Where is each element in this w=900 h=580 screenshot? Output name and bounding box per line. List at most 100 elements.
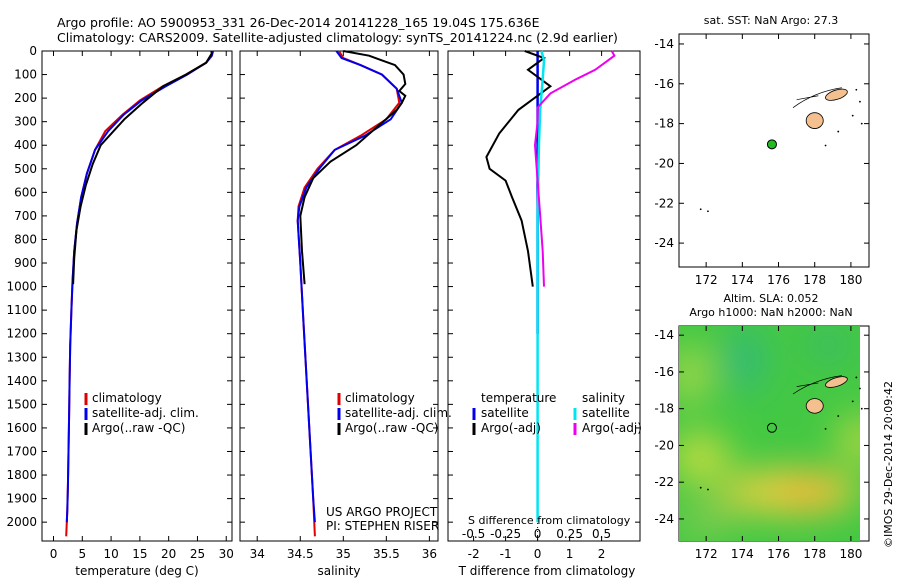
sla-map-title2: Argo h1000: NaN h2000: NaN [689, 306, 852, 319]
sst-map: -14 -16 -18 -20 -22 -24 172 174 176 178 180 [654, 34, 869, 287]
x-tick-label: 35 [336, 547, 351, 561]
series-line-temperature-argo-adj- [485, 50, 553, 287]
map-x-tick-label: 174 [731, 547, 754, 561]
map-x-tick-label: 176 [767, 547, 790, 561]
map-y-tick-label: -16 [654, 77, 674, 91]
diff-legend-t-sat: satellite [481, 406, 529, 420]
s-diff-tick-label: 0.25 [556, 527, 583, 541]
x-tick-label: 2 [598, 547, 606, 561]
x-tick-label: 0 [534, 547, 542, 561]
island-dot [860, 122, 863, 125]
reef-outline [792, 87, 842, 108]
temp-xlabel: temperature (deg C) [75, 564, 198, 578]
x-tick-label: 30 [219, 547, 234, 561]
diff-series [485, 50, 616, 523]
map-y-tick-label: -16 [654, 365, 674, 379]
sst-map-frame [678, 33, 870, 268]
sla-blob [806, 331, 850, 359]
island-dot [699, 208, 702, 211]
series-line-salinity-satellite [536, 50, 546, 523]
sal-legend: climatology satellite-adj. clim. Argo(..… [337, 391, 452, 435]
map-x-tick-label: 172 [695, 273, 718, 287]
sla-map-title1: Altim. SLA: 0.052 [723, 292, 818, 305]
diff-panel-frame [447, 50, 641, 542]
header-line2: Climatology: CARS2009. Satellite-adjuste… [57, 30, 618, 45]
island-vanua-levu [825, 376, 848, 388]
depth-tick-label: 2000 [6, 515, 37, 529]
island-dot [860, 407, 863, 410]
sal-panel-frame [239, 50, 439, 542]
diff-legend-s-sat: satellite [582, 406, 630, 420]
map-y-tick-label: -18 [654, 402, 674, 416]
sla-blob [838, 416, 860, 464]
depth-tick-label: 1300 [6, 350, 37, 364]
island-dot [859, 100, 861, 103]
island-dot [851, 114, 854, 117]
sal-x-axis: 34 34.5 35 35.5 36 [250, 51, 437, 561]
map-x-tick-label: 174 [731, 273, 754, 287]
x-tick-label: 34.5 [287, 547, 314, 561]
depth-tick-label: 400 [14, 138, 37, 152]
map-x-tick-label: 172 [695, 547, 718, 561]
series-line-satellite-adj-clim- [65, 50, 214, 523]
depth-tick-label: 1000 [6, 280, 37, 294]
map-y-tick-label: -14 [654, 328, 674, 342]
temp-legend: climatology satellite-adj. clim. Argo(..… [84, 391, 199, 435]
map-x-tick-label: 180 [839, 547, 862, 561]
map-x-tick-label: 176 [767, 273, 790, 287]
temp-legend-clim: climatology [92, 391, 162, 405]
map-x-tick-label: 180 [839, 273, 862, 287]
sal-legend-clim: climatology [345, 391, 415, 405]
map-y-tick-label: -20 [654, 438, 674, 452]
depth-tick-label: 1800 [6, 468, 37, 482]
island-viti-levu [805, 398, 824, 414]
island-dot [707, 210, 709, 213]
depth-tick-label: 0 [29, 44, 37, 58]
depth-tick-label: 1100 [6, 303, 37, 317]
x-tick-label: 36 [422, 547, 437, 561]
island-viti-levu [805, 112, 824, 129]
sal-series [296, 50, 407, 537]
s-diff-tick-label: 0 [534, 527, 542, 541]
x-tick-label: 20 [161, 547, 176, 561]
depth-tick-label: 600 [14, 185, 37, 199]
x-tick-label: 34 [250, 547, 265, 561]
island-dot [851, 400, 854, 403]
depth-tick-label: 1400 [6, 374, 37, 388]
island-dot [837, 130, 840, 133]
series-line-argo-raw-qc- [299, 50, 407, 285]
map-y-tick-label: -14 [654, 37, 674, 51]
diff-legend-head-s: salinity [582, 391, 625, 405]
sal-xlabel: salinity [317, 564, 360, 578]
map-y-tick-label: -18 [654, 117, 674, 131]
s-diff-tick-label: -0.25 [490, 527, 521, 541]
depth-tick-label: 900 [14, 256, 37, 270]
series-line-argo-raw-qc- [72, 50, 213, 285]
diff-legend-s-argo: Argo(-adj) [582, 421, 642, 435]
map-y-tick-label: -20 [654, 156, 674, 170]
depth-axis: 0 100 200 300 400 500 600 700 800 900 1000 1100 1200… [6, 44, 640, 529]
series-line-satellite-adj-clim- [296, 50, 403, 523]
map-y-tick-label: -24 [654, 512, 674, 526]
x-tick-label: 15 [132, 547, 147, 561]
sla-heatmap [679, 326, 860, 541]
s-diff-tick-label: -0.5 [462, 527, 485, 541]
diff-legend-t-argo: Argo(-adj) [481, 421, 541, 435]
sla-map: -14 -16 -18 -20 -22 -24 172 174 176 178 180 [654, 326, 869, 561]
series-line-climatology [65, 50, 214, 537]
depth-tick-label: 1600 [6, 421, 37, 435]
sla-blob [679, 502, 735, 538]
argo-position-marker [766, 422, 777, 433]
x-tick-label: 25 [190, 547, 205, 561]
temp-series [65, 50, 214, 537]
depth-tick-label: 800 [14, 232, 37, 246]
island-dot [707, 488, 709, 491]
sla-blob [727, 328, 763, 392]
diff-xlabel: T difference from climatology [458, 564, 636, 578]
island-vanua-levu [825, 88, 848, 101]
s-diff-tick-label: 0.5 [592, 527, 611, 541]
depth-tick-label: 1900 [6, 492, 37, 506]
sal-legend-argo: Argo(..raw -QC) [345, 421, 438, 435]
diff-legend-head-t: temperature [481, 391, 556, 405]
